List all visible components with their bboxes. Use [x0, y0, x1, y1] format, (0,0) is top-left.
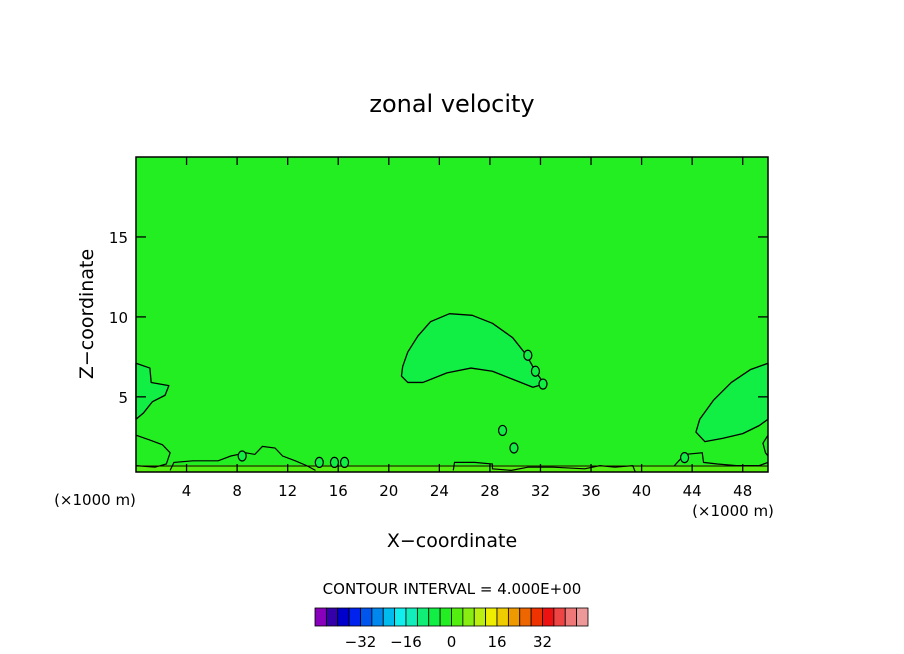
colorbar-swatch: [416, 607, 430, 627]
colorbar-swatch: [564, 607, 578, 627]
colorbar-swatch: [519, 607, 532, 627]
contour-cell: [329, 456, 340, 469]
colorbar-swatch: [428, 607, 441, 627]
x-unit-left: (×1000 m): [54, 491, 136, 509]
x-tick-label: 12: [278, 482, 297, 500]
contour-cell: [237, 450, 247, 462]
colorbar-swatch: [371, 607, 384, 627]
colorbar-tick-label: −32: [345, 633, 377, 651]
contour-cell: [314, 456, 324, 469]
y-tick-label: 15: [109, 229, 128, 247]
x-unit-right: (×1000 m): [692, 502, 774, 520]
colorbar-swatch: [405, 607, 418, 627]
colorbar-swatch: [314, 607, 327, 627]
colorbar-swatch: [530, 607, 543, 627]
colorbar-swatch: [394, 607, 407, 627]
y-axis-label: Z−coordinate: [76, 249, 98, 379]
x-tick-label: 8: [232, 482, 242, 500]
colorbar-swatch: [382, 607, 396, 627]
x-axis-label: X−coordinate: [387, 530, 517, 552]
y-tick-label: 10: [109, 309, 128, 327]
contour-cell: [497, 424, 508, 437]
x-tick-label: 28: [480, 482, 499, 500]
colorbar-swatch: [496, 607, 509, 627]
colorbar-swatch: [507, 607, 521, 627]
contour-cell: [530, 365, 541, 377]
colorbar-swatch: [439, 607, 452, 627]
colorbar-swatch: [337, 607, 350, 627]
x-tick-label: 16: [329, 482, 348, 500]
colorbar-swatch: [325, 607, 339, 627]
colorbar-swatch: [462, 607, 475, 627]
contour-cell: [538, 378, 548, 390]
colorbar-swatch: [360, 607, 373, 627]
x-tick-label: 4: [182, 482, 192, 500]
plot-frame: [135, 156, 769, 473]
contour-region-east-jet: [695, 362, 769, 443]
colorbar-tick-label: 32: [533, 633, 552, 651]
x-tick-label: 20: [379, 482, 398, 500]
contour-cell: [523, 349, 533, 361]
contour-cell: [509, 442, 519, 454]
colorbar: −32 −16 0 16 32: [314, 607, 589, 651]
colorbar-swatch: [348, 607, 361, 627]
colorbar-tick-label: −16: [390, 633, 422, 651]
colorbar-tick-label: 16: [487, 633, 506, 651]
contour-region-central-jet: [400, 313, 545, 388]
colorbar-swatch: [553, 607, 566, 627]
x-tick-label: 44: [683, 482, 702, 500]
colorbar-tick-label: 0: [447, 633, 457, 651]
contour-region-west-edge: [135, 362, 170, 420]
contour-cell: [339, 456, 350, 469]
x-tick-label: 36: [581, 482, 600, 500]
chart-title: zonal velocity: [369, 90, 534, 118]
west-surface-contour: [135, 434, 171, 468]
x-tick-label: 32: [531, 482, 550, 500]
mid-surface-contour: [452, 461, 636, 473]
colorbar-swatch: [576, 607, 589, 627]
colorbar-swatch: [485, 607, 498, 627]
x-tick-label: 24: [430, 482, 449, 500]
colorbar-swatch: [473, 607, 487, 627]
y-tick-label: 5: [118, 389, 128, 407]
contour-interval-label: CONTOUR INTERVAL = 4.000E+00: [323, 580, 582, 598]
colorbar-swatch: [542, 607, 555, 627]
colorbar-swatch: [451, 607, 464, 627]
x-tick-label: 48: [733, 482, 752, 500]
x-tick-label: 40: [632, 482, 651, 500]
surface-hill-contour: [169, 445, 316, 471]
contour-cell: [679, 452, 690, 464]
east-edge-contour: [762, 434, 769, 457]
surface-layer-band: [136, 465, 768, 472]
